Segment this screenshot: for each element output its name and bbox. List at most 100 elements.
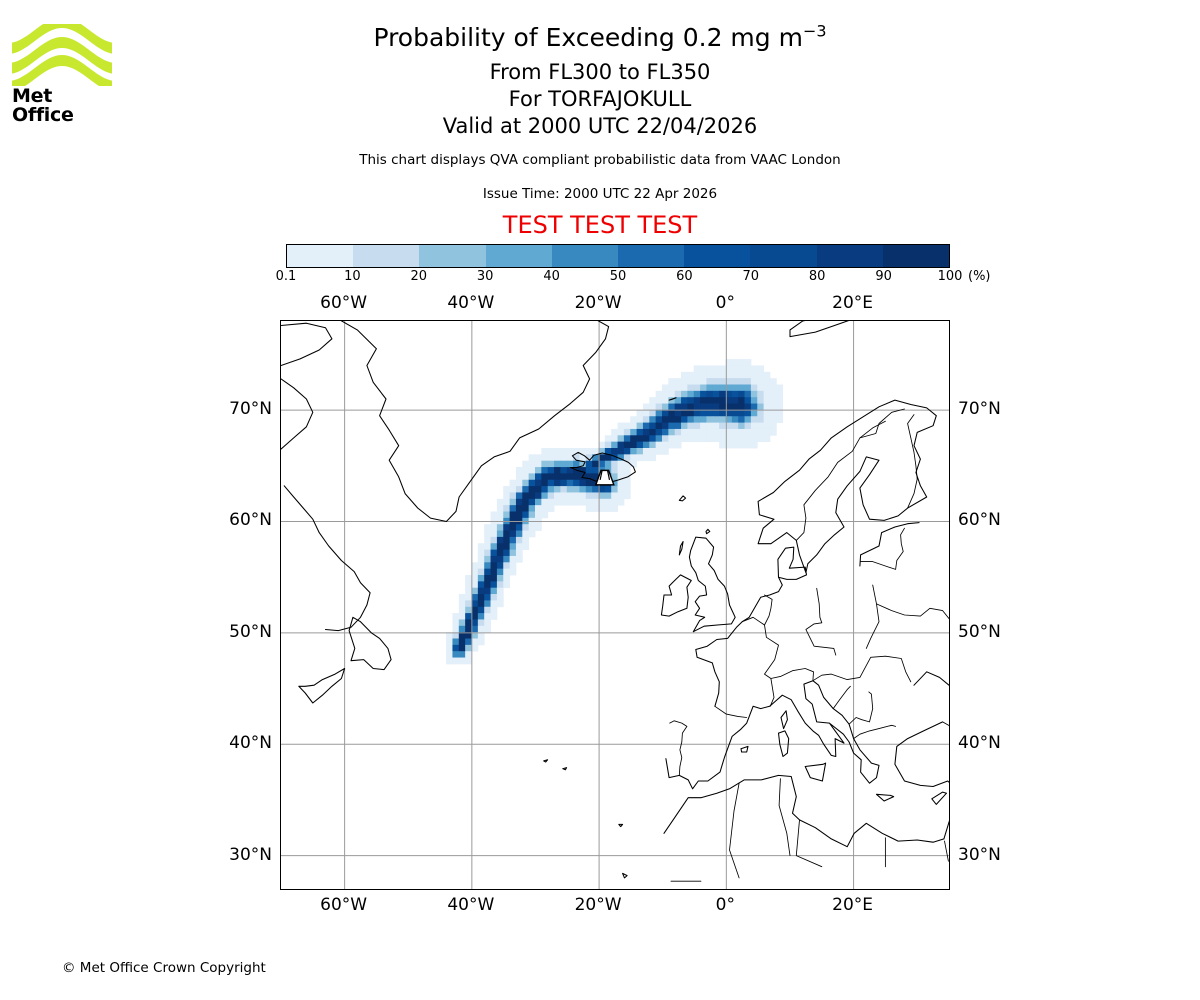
plume-cell — [477, 555, 485, 563]
plume-cell — [719, 378, 726, 385]
plume-cell — [744, 365, 752, 373]
plume-cell — [763, 416, 771, 423]
coastline-segment-27 — [740, 745, 749, 753]
plume-cell — [554, 492, 561, 500]
plume-cell — [649, 454, 657, 462]
plume-cell — [757, 416, 764, 423]
plume-cell — [744, 403, 752, 411]
lon-label-bottom-20°W: 20°W — [574, 895, 622, 915]
plume-cell — [490, 536, 498, 544]
plume-cell — [668, 397, 676, 404]
plume-cell — [636, 454, 644, 462]
plume-cell — [452, 632, 460, 639]
met-office-logo: Met Office — [12, 24, 112, 125]
plume-cell — [515, 543, 523, 550]
plume-cell — [547, 498, 555, 506]
plume-cell — [496, 498, 504, 506]
plume-cell — [611, 473, 618, 481]
plume-cell — [471, 581, 479, 589]
plume-cell — [566, 448, 574, 455]
plume-cell — [750, 378, 758, 385]
plume-cell — [700, 378, 707, 385]
plume-cell — [452, 613, 460, 620]
plume-cell — [642, 416, 650, 423]
plume-cell — [477, 600, 485, 608]
plume-cell — [662, 397, 669, 404]
plume-cell — [477, 594, 485, 601]
plume-cell — [547, 479, 555, 487]
plume-cell — [471, 587, 479, 595]
plume-cell — [630, 448, 637, 455]
plume-cell — [712, 435, 720, 443]
plume-cell — [757, 403, 764, 411]
plume-cell — [592, 492, 599, 500]
plume-cell — [522, 511, 530, 519]
coastline-segment-6 — [777, 546, 808, 580]
plume-cell — [484, 575, 491, 582]
plume-cell — [636, 428, 644, 436]
plume-cell — [611, 498, 618, 506]
plume-cell — [655, 397, 663, 404]
coastline-segment-16 — [283, 485, 371, 632]
plume-cell — [509, 511, 517, 519]
coastline-segment-15 — [348, 616, 392, 671]
plume-cell — [471, 638, 479, 646]
volcano-flank-line-1 — [606, 470, 611, 480]
plume-cell — [674, 409, 682, 417]
plume-cell — [623, 467, 631, 474]
coastline-segment-30 — [859, 522, 920, 567]
plume-cell — [490, 549, 498, 557]
plume-cell — [668, 435, 676, 443]
plume-cell — [547, 492, 555, 500]
plume-cell — [693, 409, 701, 417]
coastline-segment-5 — [757, 399, 937, 574]
ash-probability-map[interactable] — [280, 320, 950, 890]
plume-cell — [693, 403, 701, 411]
country-border-0 — [714, 705, 748, 718]
colorbar-band-4 — [551, 245, 619, 267]
lat-label-right-30°N: 30°N — [958, 844, 1001, 865]
plume-cell — [681, 403, 688, 411]
volcano-triangle-icon — [594, 469, 615, 486]
plume-cell — [738, 441, 745, 449]
plume-cell — [465, 651, 472, 658]
plume-cell — [471, 619, 479, 627]
plume-cell — [490, 562, 498, 570]
plume-cell — [566, 473, 574, 481]
plume-cell — [547, 505, 555, 512]
plume-cell — [769, 390, 777, 398]
plume-cell — [484, 568, 491, 576]
map-canvas — [281, 321, 949, 889]
plume-cell — [706, 390, 714, 398]
plume-cell — [738, 397, 745, 404]
plume-cell — [496, 594, 504, 601]
plume-cell — [763, 403, 771, 411]
volcano-flank-line-0 — [599, 470, 603, 480]
plume-cell — [471, 613, 479, 620]
plume-cell — [579, 492, 587, 500]
plume-cell — [465, 600, 472, 608]
plume-cell — [560, 492, 568, 500]
plume-cell — [719, 409, 726, 417]
plume-cell — [477, 632, 485, 639]
plume-cell — [541, 467, 549, 474]
lat-label-left-40°N: 40°N — [229, 733, 272, 754]
plume-cell — [465, 632, 472, 639]
coastline-segment-11 — [665, 680, 880, 790]
plume-cell — [750, 435, 758, 443]
plume-cell — [515, 555, 523, 563]
plume-cell — [662, 403, 669, 411]
plume-cell — [719, 416, 726, 423]
plume-cell — [617, 492, 625, 500]
coastline-segment-29 — [931, 791, 948, 805]
logo-text: Met Office — [12, 85, 74, 126]
plume-cell — [515, 524, 523, 531]
plume-cell — [579, 486, 587, 493]
plume-cell — [763, 435, 771, 443]
plume-cell — [484, 543, 491, 550]
plume-cell — [515, 467, 523, 474]
plume-cell — [668, 428, 676, 436]
plume-cell — [750, 416, 758, 423]
plume-cell — [630, 441, 637, 449]
plume-cell — [573, 486, 580, 493]
